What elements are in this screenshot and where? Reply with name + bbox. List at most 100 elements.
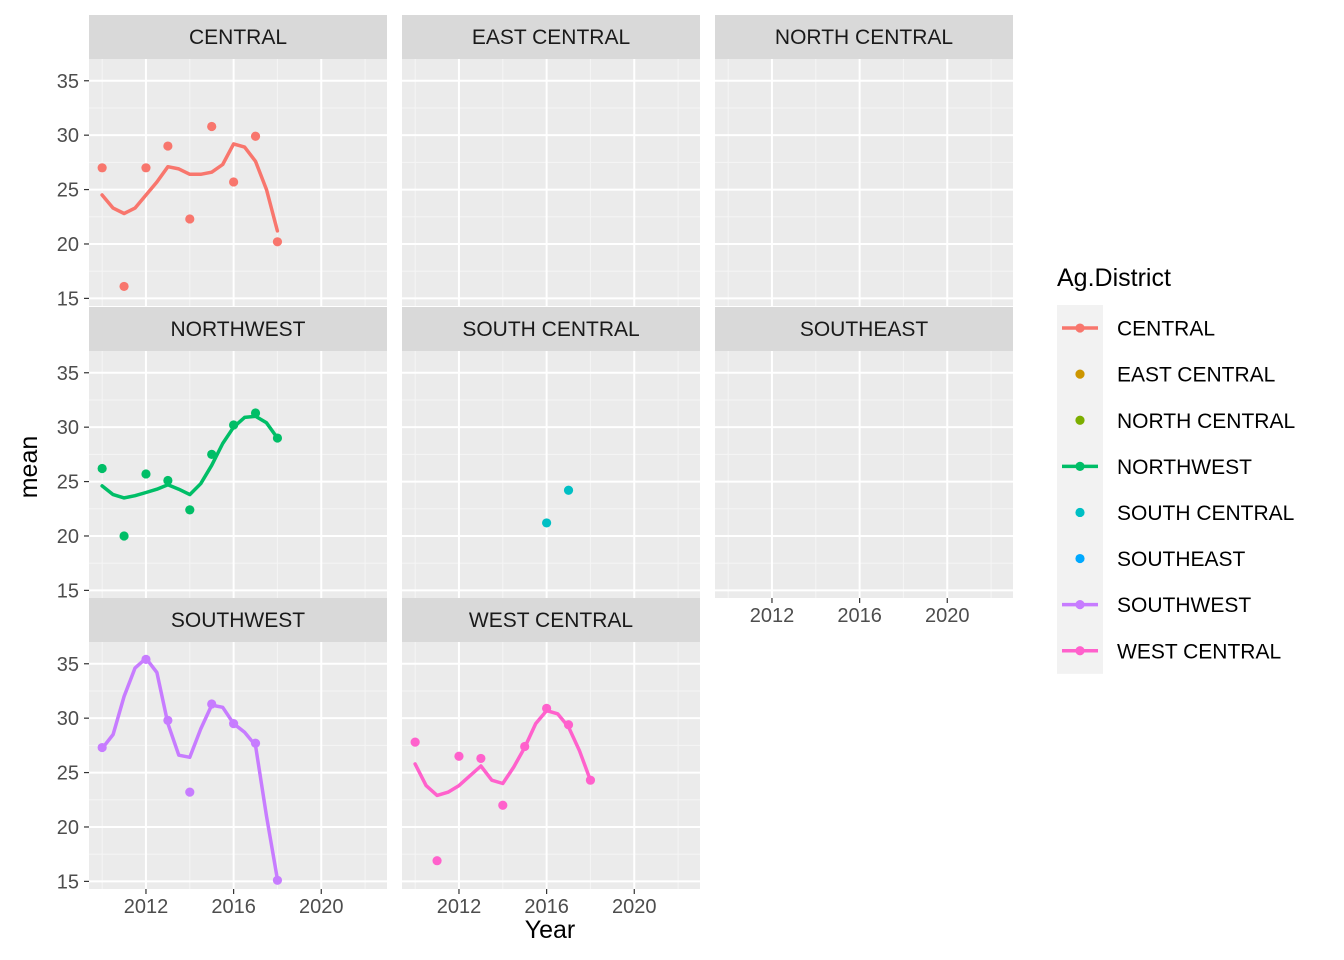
legend-label: SOUTHEAST: [1117, 548, 1246, 571]
legend-key-point: [1075, 369, 1085, 379]
data-point-northwest: [141, 469, 151, 479]
facet-strip: [402, 307, 700, 351]
facet-strip-label: CENTRAL: [189, 26, 287, 49]
y-tick-label: 20: [57, 526, 79, 548]
panel-background: [402, 642, 700, 889]
legend-key-point: [1075, 646, 1085, 656]
facet-strip: [89, 307, 387, 351]
data-point-central: [250, 131, 261, 141]
data-point-northwest: [229, 420, 239, 430]
facet-strip-label: NORTH CENTRAL: [775, 26, 953, 49]
x-tick-label: 2012: [750, 605, 795, 627]
data-point-southwest: [97, 742, 107, 753]
data-point-southwest: [207, 699, 217, 709]
x-tick-label: 2020: [299, 896, 344, 918]
data-point-west-central: [563, 720, 574, 730]
y-tick-label: 30: [57, 417, 79, 439]
facet-panel-east-central: EAST CENTRAL: [402, 15, 700, 306]
smooth-line-west-central: [413, 708, 593, 798]
facet-strip: [715, 15, 1013, 59]
data-point-central: [185, 214, 195, 224]
data-point-west-central: [432, 856, 442, 866]
data-point-northwest: [163, 475, 173, 486]
legend-label: NORTHWEST: [1117, 456, 1252, 479]
y-tick-label: 35: [57, 363, 79, 385]
data-point-central: [119, 281, 129, 292]
y-tick-label: 35: [57, 71, 79, 93]
facet-strip-label: WEST CENTRAL: [469, 609, 633, 632]
facet-panel-northwest: NORTHWEST: [89, 307, 387, 598]
legend-label: EAST CENTRAL: [1117, 364, 1275, 387]
smooth-line-central: [100, 142, 280, 233]
x-tick-label: 2020: [925, 605, 970, 627]
data-point-west-central: [410, 737, 420, 747]
data-point-west-central: [520, 741, 530, 752]
facet-strip: [89, 15, 387, 59]
facet-panel-west-central: WEST CENTRAL: [402, 598, 700, 889]
y-tick-label: 15: [57, 871, 79, 893]
data-point-northwest: [250, 408, 261, 418]
legend-key-point: [1075, 600, 1085, 610]
y-tick-label: 15: [57, 288, 79, 310]
panel-background: [402, 59, 700, 306]
y-tick-label: 25: [57, 763, 79, 785]
y-tick-label: 15: [57, 580, 79, 602]
facet-panel-southeast: SOUTHEAST: [715, 307, 1013, 598]
legend-label: CENTRAL: [1117, 318, 1215, 341]
y-axis-title: mean: [15, 436, 43, 499]
legend-title: Ag.District: [1057, 264, 1171, 292]
legend-item-southwest: SOUTHWEST: [1062, 594, 1251, 617]
data-point-northwest: [185, 505, 195, 515]
facet-panel-southwest: SOUTHWEST: [89, 598, 387, 889]
panel-background: [89, 642, 387, 889]
data-point-central: [229, 177, 239, 187]
facet-panels: CENTRAL EAST CENTRAL NORTH CENTRAL NORTHWES…: [89, 15, 1013, 889]
legend-item-north-central: NORTH CENTRAL: [1075, 410, 1295, 433]
data-point-south-central: [542, 518, 552, 528]
smooth-line-southwest: [100, 656, 280, 881]
data-point-northwest: [119, 531, 129, 541]
legend-key-point: [1075, 507, 1085, 518]
data-point-west-central: [476, 753, 486, 764]
data-point-southwest: [185, 787, 195, 797]
legend-entries: CENTRAL EAST CENTRAL NORTH CENTRAL NORTHWES…: [1057, 305, 1295, 674]
facet-strip: [715, 307, 1013, 351]
data-point-northwest: [97, 463, 107, 474]
data-point-southwest: [163, 715, 173, 725]
facet-strip-label: EAST CENTRAL: [472, 26, 630, 49]
data-point-central: [163, 141, 173, 151]
legend-item-east-central: EAST CENTRAL: [1075, 364, 1275, 387]
y-tick-label: 25: [57, 180, 79, 202]
x-tick-label: 2016: [524, 896, 569, 918]
legend-key-background: [1057, 305, 1103, 674]
x-tick-label: 2020: [612, 896, 657, 918]
y-tick-label: 35: [57, 654, 79, 676]
legend-label: NORTH CENTRAL: [1117, 410, 1295, 433]
legend-item-northwest: NORTHWEST: [1062, 456, 1252, 479]
panel-background: [89, 351, 387, 598]
facet-strip-label: SOUTHEAST: [800, 318, 929, 341]
data-point-northwest: [272, 433, 283, 443]
data-point-central: [141, 163, 151, 173]
facet-panel-south-central: SOUTH CENTRAL: [402, 307, 700, 598]
data-point-southwest: [141, 654, 151, 665]
legend-key-point: [1075, 553, 1085, 564]
legend-label: SOUTHWEST: [1117, 594, 1251, 617]
y-tick-label: 20: [57, 817, 79, 839]
y-tick-label: 20: [57, 234, 79, 256]
x-axes: 2012 2016 2020 2012 2016 2020 2012 2016 2020: [124, 598, 970, 918]
panel-background: [715, 351, 1013, 598]
facet-strip: [402, 15, 700, 59]
data-point-central: [207, 121, 217, 132]
legend-item-south-central: SOUTH CENTRAL: [1075, 502, 1294, 525]
facet-panel-north-central: NORTH CENTRAL: [715, 15, 1013, 306]
legend-item-southeast: SOUTHEAST: [1075, 548, 1246, 571]
legend-key-point: [1075, 323, 1085, 333]
facet-strip: [402, 598, 700, 642]
y-tick-label: 30: [57, 125, 79, 147]
y-axes: 15 20 25 30 35 15 20 25 30 35 15 20 25 30 35: [57, 71, 89, 893]
facet-strip-label: SOUTH CENTRAL: [462, 318, 639, 341]
panel-background: [715, 59, 1013, 306]
legend-item-central: CENTRAL: [1062, 318, 1215, 341]
facet-strip-label: SOUTHWEST: [171, 609, 305, 632]
